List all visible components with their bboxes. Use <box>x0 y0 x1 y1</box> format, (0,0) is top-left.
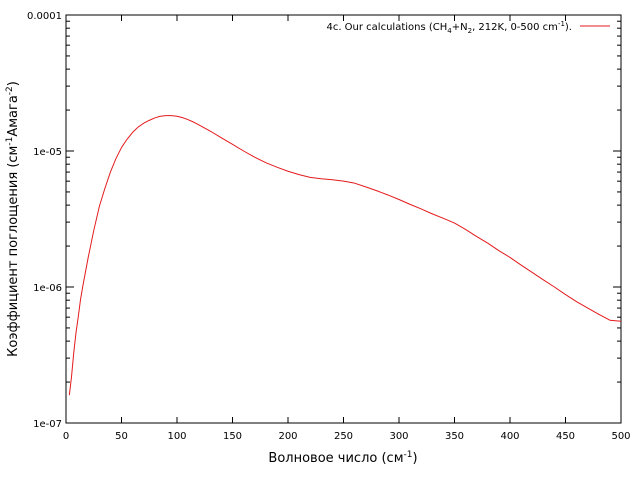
legend-label-part: ). <box>565 22 572 33</box>
legend-label-part: +N <box>452 22 468 33</box>
x-tick-label: 300 <box>389 431 408 442</box>
series-line <box>68 115 622 396</box>
y-tick-label: 1e-05 <box>33 147 62 158</box>
x-tick-label: 400 <box>500 431 519 442</box>
y-axis-label: Коэффициент поглощения (см-1Амага-2) <box>5 81 21 357</box>
x-tick-label: 0 <box>63 431 69 442</box>
x-tick-label: 50 <box>115 431 128 442</box>
x-axis-label: Волновое число (см-1) <box>268 450 417 466</box>
y-tick-label: 1e-06 <box>33 283 62 294</box>
series-group <box>68 115 622 396</box>
y-axis-label-part: -1 <box>5 137 15 146</box>
plot-frame <box>65 14 622 424</box>
legend-label-part: 4c. Our calculations (CH <box>326 22 447 33</box>
y-tick-label: 0.0001 <box>27 11 62 22</box>
x-tick-label: 350 <box>445 431 464 442</box>
x-tick-label: 150 <box>223 431 242 442</box>
x-tick-label: 100 <box>167 431 186 442</box>
y-axis-label-part: Амага <box>6 95 21 136</box>
x-tick-label: 200 <box>278 431 297 442</box>
legend-label-part: -1 <box>558 20 565 28</box>
y-axis-label-part: ) <box>6 81 21 86</box>
legend-label-part: 2 <box>468 27 472 35</box>
y-axis-label-part: Коэффициент поглощения (см <box>6 146 21 357</box>
x-axis-ticks: 0 50 100 150 200 250 300 350 400 450 500 <box>63 15 631 442</box>
x-tick-label: 450 <box>556 431 575 442</box>
y-axis-label-part: -2 <box>5 86 15 95</box>
x-tick-label: 250 <box>334 431 353 442</box>
y-axis-ticks: 1e-07 1e-06 1e-05 0.0001 <box>27 11 621 430</box>
y-tick-label: 1e-07 <box>33 419 62 430</box>
legend-label-part: 4 <box>447 27 452 35</box>
legend-label-part: , 212K, 0-500 cm <box>472 22 558 33</box>
x-tick-label: 500 <box>611 431 630 442</box>
legend: 4c. Our calculations (CH4+N2, 212K, 0-50… <box>326 20 610 35</box>
legend-entry-label: 4c. Our calculations (CH4+N2, 212K, 0-50… <box>326 20 572 35</box>
